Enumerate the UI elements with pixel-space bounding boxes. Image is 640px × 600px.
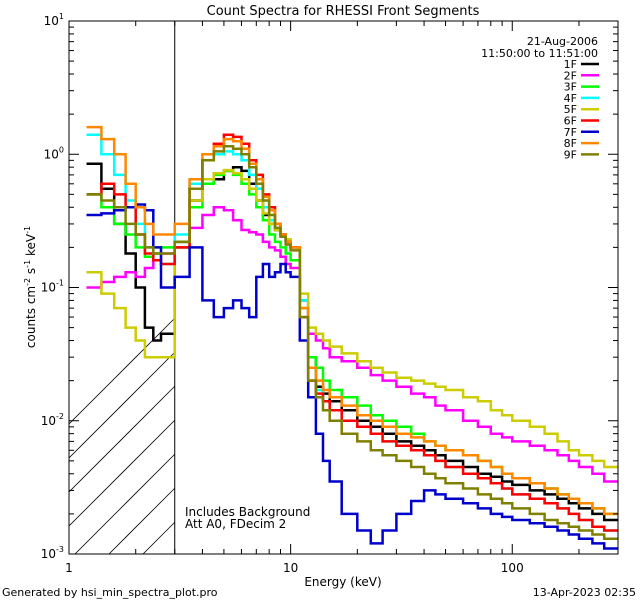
y-tick-exponent: 1 — [59, 12, 64, 21]
legend-label: 5F — [564, 103, 577, 116]
legend-label: 7F — [564, 126, 577, 139]
hatch-line — [69, 317, 176, 425]
date-label: 21-Aug-2006 — [527, 35, 598, 48]
footer-generated-by: Generated by hsi_min_spectra_plot.pro — [2, 586, 218, 599]
legend-label: 1F — [564, 58, 577, 71]
series-9F — [86, 144, 618, 541]
hatch-line — [69, 351, 176, 459]
x-axis-label: Energy (keV) — [304, 575, 381, 589]
y-tick-base: 10 — [41, 414, 56, 428]
annotation-background: Includes Background — [185, 505, 310, 519]
y-tick-label: 10-2 — [41, 412, 64, 428]
y-label-exp: -1 — [23, 226, 32, 234]
x-tick-label: 100 — [501, 561, 524, 575]
y-label-part: s — [24, 268, 38, 278]
y-tick-exponent: -2 — [56, 412, 64, 421]
y-label-exp: -2 — [23, 278, 32, 286]
legend-label: 6F — [564, 115, 577, 128]
y-axis-label: counts cm-2 s-1 keV-1 — [23, 226, 38, 348]
series-7F — [86, 203, 618, 550]
y-tick-exponent: -3 — [56, 545, 64, 554]
legend-label: 3F — [564, 81, 577, 94]
attenuator-hatch-region — [69, 317, 176, 554]
y-tick-label: 100 — [44, 145, 64, 161]
legend-label: 4F — [564, 92, 577, 105]
annotation-attenuator: Att A0, FDecim 2 — [185, 517, 286, 531]
y-tick-label: 10-1 — [41, 279, 64, 295]
time-range-label: 11:50:00 to 11:51:00 — [481, 47, 598, 60]
hatch-line — [69, 419, 176, 527]
hatch-line — [108, 487, 176, 554]
chart-title: Count Spectra for RHESSI Front Segments — [207, 4, 480, 19]
y-tick-base: 10 — [41, 547, 56, 561]
x-tick-labels: 1 10 100 — [65, 561, 524, 575]
axis-ticks — [68, 20, 619, 555]
hatch-line — [69, 385, 176, 493]
y-tick-exponent: -1 — [56, 279, 64, 288]
y-label-part: keV — [24, 233, 38, 260]
y-tick-label: 10-3 — [41, 545, 64, 561]
y-tick-label: 101 — [44, 12, 64, 28]
y-label-part: counts cm — [24, 286, 38, 348]
y-tick-base: 10 — [44, 14, 59, 28]
y-label-exp: -1 — [23, 260, 32, 268]
footer-timestamp: 13-Apr-2023 02:35 — [533, 586, 636, 599]
x-tick-label: 10 — [283, 561, 298, 575]
legend-label: 8F — [564, 137, 577, 150]
spectra-series — [86, 125, 618, 550]
legend-label: 2F — [564, 69, 577, 82]
hatch-line — [142, 521, 176, 554]
y-tick-exponent: 0 — [59, 145, 64, 154]
hatch-line — [74, 453, 176, 554]
legend-label: 9F — [564, 148, 577, 161]
x-tick-label: 1 — [65, 561, 73, 575]
y-tick-base: 10 — [41, 281, 56, 295]
y-tick-base: 10 — [44, 147, 59, 161]
